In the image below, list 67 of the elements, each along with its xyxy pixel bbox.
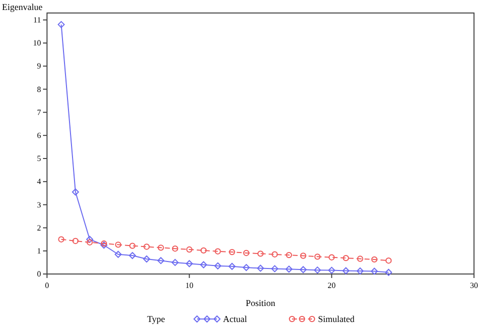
x-tick-label: 20 bbox=[328, 281, 336, 290]
y-tick-label: 1 bbox=[37, 246, 41, 256]
point bbox=[72, 238, 79, 244]
legend-title: Type bbox=[147, 314, 165, 324]
point bbox=[157, 257, 164, 264]
point bbox=[243, 250, 250, 256]
point bbox=[58, 21, 65, 28]
y-tick-label: 2 bbox=[37, 223, 41, 232]
point bbox=[228, 262, 236, 270]
point bbox=[370, 268, 378, 275]
point bbox=[158, 244, 164, 251]
point bbox=[300, 252, 306, 259]
point bbox=[72, 188, 79, 196]
y-tick-label: 3 bbox=[37, 200, 41, 210]
legend-label: Actual bbox=[223, 314, 248, 324]
y-axis-title: Eigenvalue bbox=[2, 2, 42, 12]
point bbox=[257, 250, 264, 257]
y-tick-label: 5 bbox=[37, 154, 41, 164]
point bbox=[328, 266, 336, 274]
point bbox=[128, 252, 136, 260]
point bbox=[314, 254, 321, 260]
point bbox=[114, 250, 122, 258]
y-tick-label: 6 bbox=[37, 130, 41, 140]
point bbox=[214, 248, 221, 254]
point bbox=[86, 236, 94, 243]
point bbox=[172, 245, 178, 252]
point bbox=[58, 236, 64, 242]
point bbox=[342, 267, 350, 274]
x-tick-label: 0 bbox=[45, 281, 49, 290]
point bbox=[242, 264, 250, 272]
x-tick-label: 10 bbox=[185, 281, 194, 290]
point bbox=[172, 258, 179, 266]
point bbox=[356, 267, 364, 274]
point bbox=[328, 254, 335, 260]
point bbox=[342, 254, 349, 262]
point bbox=[200, 261, 208, 268]
point bbox=[86, 239, 93, 246]
point bbox=[186, 260, 193, 268]
y-tick-label: 0 bbox=[37, 270, 41, 279]
x-axis-title: Position bbox=[246, 298, 276, 308]
point bbox=[143, 255, 150, 262]
y-tick-label: 11 bbox=[33, 15, 41, 24]
point bbox=[228, 248, 236, 256]
point bbox=[144, 244, 150, 250]
point bbox=[271, 265, 278, 272]
point bbox=[257, 264, 264, 272]
y-tick-label: 4 bbox=[37, 177, 41, 186]
point bbox=[272, 251, 278, 258]
point bbox=[214, 262, 222, 270]
point bbox=[357, 256, 364, 262]
y-tick-label: 7 bbox=[37, 108, 41, 117]
y-tick-label: 8 bbox=[37, 84, 41, 94]
point bbox=[286, 252, 292, 258]
point bbox=[314, 266, 321, 274]
point bbox=[200, 247, 207, 254]
point bbox=[300, 266, 307, 274]
point bbox=[371, 256, 378, 263]
point bbox=[115, 242, 122, 248]
point bbox=[285, 266, 292, 273]
point bbox=[186, 246, 192, 253]
point bbox=[386, 258, 392, 264]
y-tick-label: 10 bbox=[33, 38, 41, 48]
legend-label: Simulated bbox=[318, 314, 355, 324]
point bbox=[385, 268, 392, 276]
y-tick-label: 9 bbox=[37, 62, 41, 71]
point bbox=[129, 242, 136, 249]
x-tick-label: 30 bbox=[470, 281, 478, 290]
